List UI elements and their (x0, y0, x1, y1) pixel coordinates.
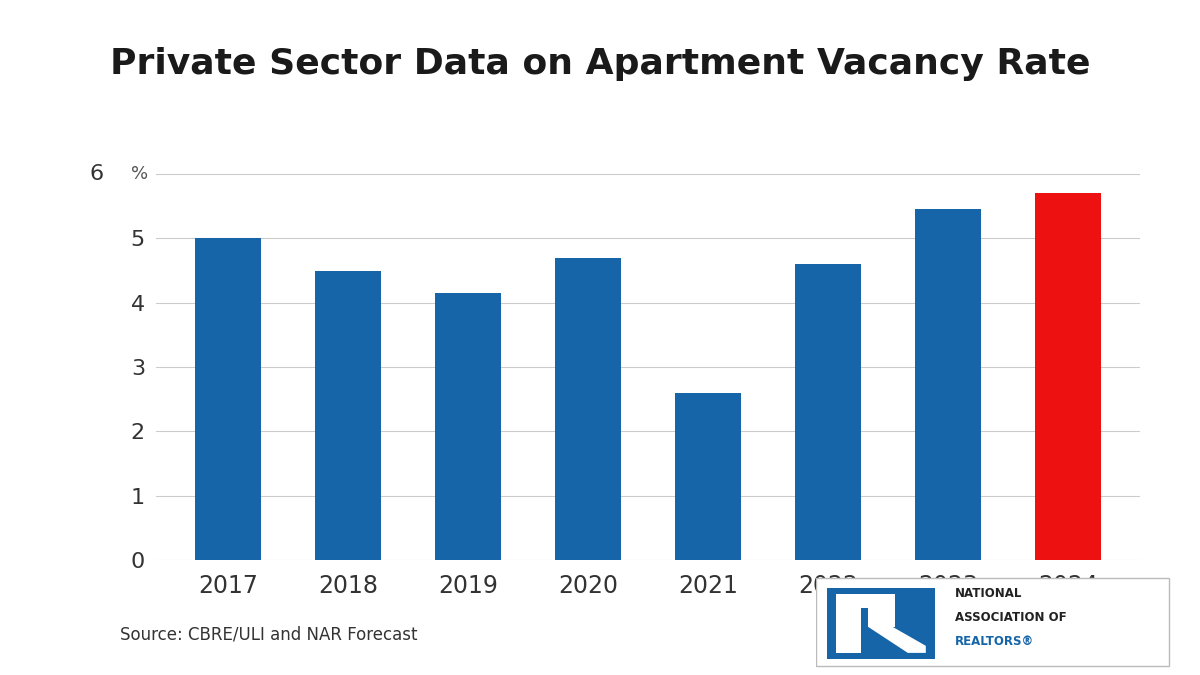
Text: 6: 6 (89, 164, 103, 184)
Bar (796, 264, 862, 560)
Text: ASSOCIATION OF: ASSOCIATION OF (955, 611, 1067, 624)
Bar (869, 594, 895, 627)
Bar (194, 238, 262, 560)
Bar (436, 293, 502, 560)
Bar (836, 594, 862, 653)
Bar (554, 258, 622, 560)
Bar (916, 209, 982, 560)
Polygon shape (869, 622, 926, 653)
Bar (674, 393, 742, 560)
Bar (1034, 193, 1102, 560)
Text: Source: CBRE/ULI and NAR Forecast: Source: CBRE/ULI and NAR Forecast (120, 626, 418, 643)
Bar (314, 271, 382, 560)
Text: %: % (131, 165, 148, 183)
Bar (827, 588, 935, 659)
Text: NATIONAL: NATIONAL (955, 587, 1022, 600)
Text: REALTORS®: REALTORS® (955, 634, 1034, 647)
Bar (836, 594, 895, 608)
Text: Private Sector Data on Apartment Vacancy Rate: Private Sector Data on Apartment Vacancy… (109, 47, 1091, 81)
